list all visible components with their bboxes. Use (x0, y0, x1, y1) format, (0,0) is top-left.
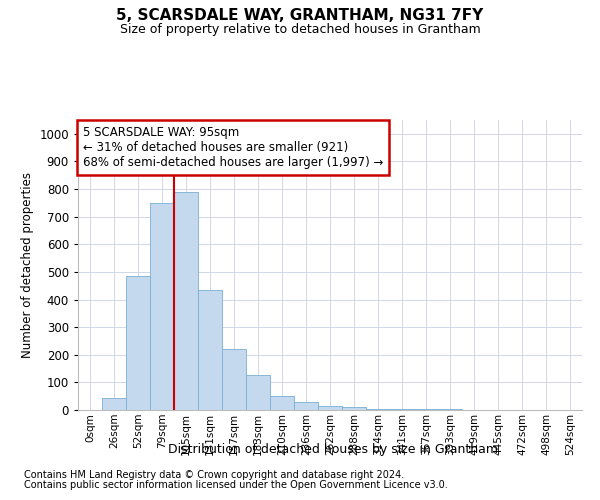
Bar (198, 290, 222, 410)
Text: Contains HM Land Registry data © Crown copyright and database right 2024.: Contains HM Land Registry data © Crown c… (24, 470, 404, 480)
Bar (270, 396, 294, 410)
Bar (246, 376, 270, 410)
Text: Contains public sector information licensed under the Open Government Licence v3: Contains public sector information licen… (24, 480, 448, 490)
Bar (102, 398, 126, 410)
Bar (174, 192, 198, 410)
Bar (294, 402, 318, 410)
Bar (150, 203, 174, 410)
Bar (414, 409, 438, 410)
Bar (390, 408, 414, 410)
Text: Distribution of detached houses by size in Grantham: Distribution of detached houses by size … (168, 442, 498, 456)
Bar (342, 407, 366, 410)
Text: Size of property relative to detached houses in Grantham: Size of property relative to detached ho… (119, 22, 481, 36)
Bar (366, 408, 390, 410)
Text: 5 SCARSDALE WAY: 95sqm
← 31% of detached houses are smaller (921)
68% of semi-de: 5 SCARSDALE WAY: 95sqm ← 31% of detached… (83, 126, 383, 169)
Y-axis label: Number of detached properties: Number of detached properties (21, 172, 34, 358)
Bar (318, 406, 342, 410)
Bar (222, 349, 246, 410)
Bar (126, 276, 150, 410)
Text: 5, SCARSDALE WAY, GRANTHAM, NG31 7FY: 5, SCARSDALE WAY, GRANTHAM, NG31 7FY (116, 8, 484, 22)
